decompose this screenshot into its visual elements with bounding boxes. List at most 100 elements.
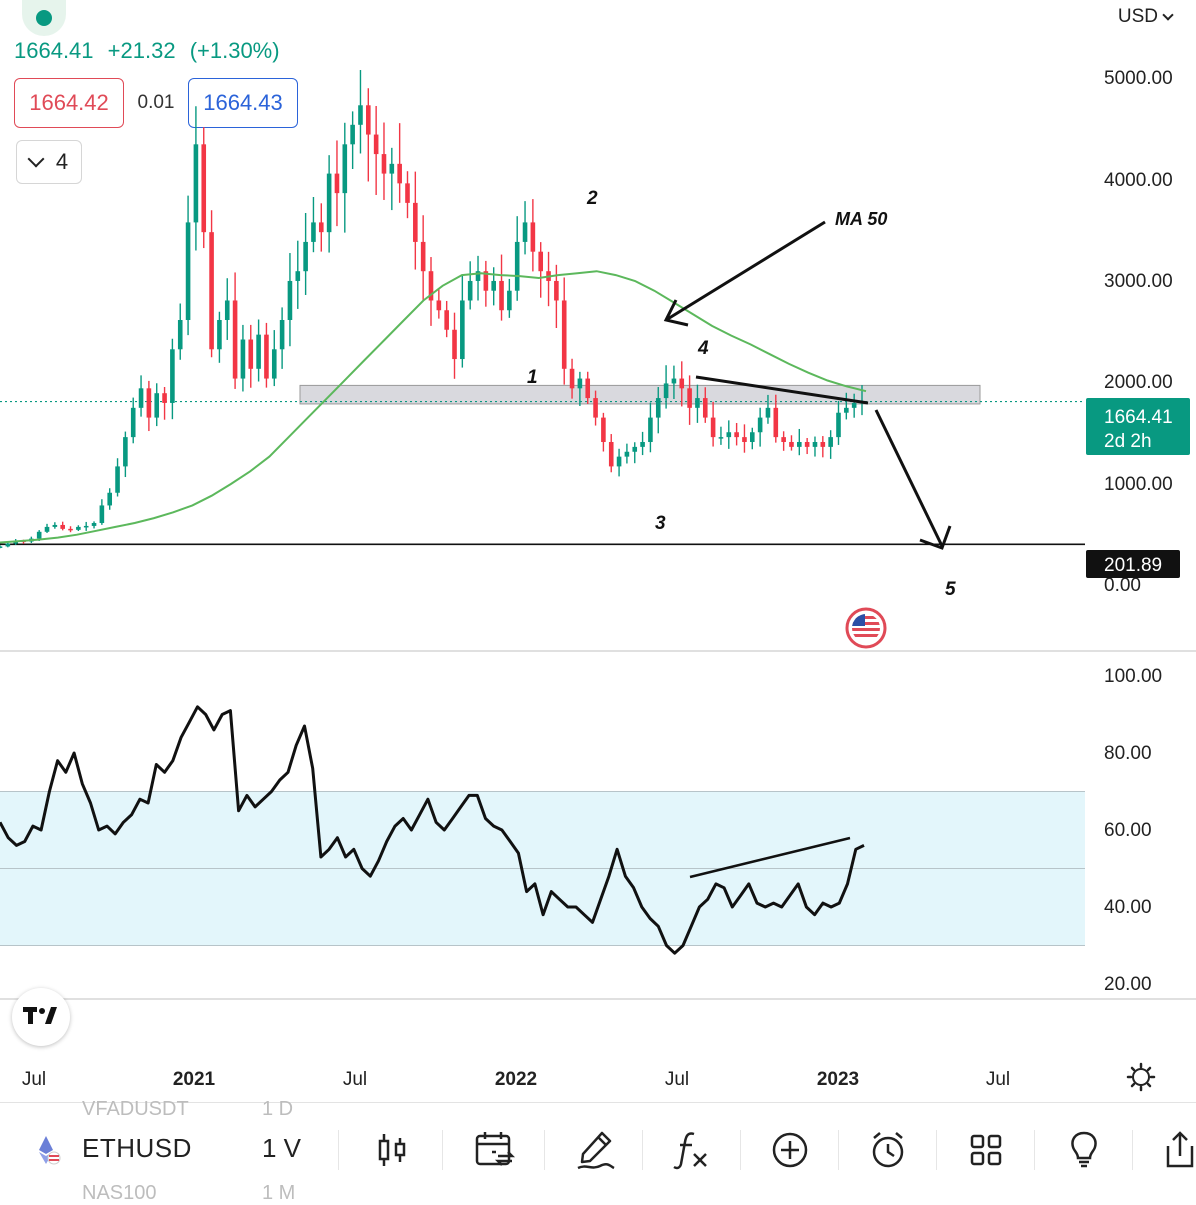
candle-body xyxy=(76,526,81,530)
candle-body xyxy=(491,280,496,291)
candle-body xyxy=(522,222,528,242)
ethereum-icon xyxy=(39,1136,61,1165)
candle-body xyxy=(734,432,739,438)
rsi-tick: 80.00 xyxy=(1104,743,1152,764)
candle-body xyxy=(193,144,199,223)
candle-body xyxy=(444,310,449,330)
candle-body xyxy=(287,280,293,320)
candle-body xyxy=(797,442,802,447)
candle-body xyxy=(851,402,857,408)
candle-body xyxy=(303,241,308,272)
us-flag-icon[interactable] xyxy=(845,607,887,649)
wave-label-2: 2 xyxy=(586,188,598,209)
trendline-resistance[interactable] xyxy=(695,375,869,405)
candle-body xyxy=(687,388,692,408)
share-icon[interactable] xyxy=(1152,1128,1196,1172)
buy-button[interactable]: 1664.43 xyxy=(188,78,298,128)
interval-selector[interactable]: 1 V xyxy=(262,1133,302,1163)
horizontal-line-value: 201.89 xyxy=(1104,555,1162,576)
candle-body xyxy=(68,528,73,531)
candle-body xyxy=(83,525,89,528)
ghost-interval-below: 1 M xyxy=(262,1182,296,1204)
toolbar-divider xyxy=(740,1130,741,1170)
candle-body xyxy=(0,546,3,548)
candle-body xyxy=(60,524,65,529)
tradingview-logo[interactable] xyxy=(12,988,70,1046)
candle-body xyxy=(271,349,277,379)
candle-body xyxy=(311,222,316,242)
candle-body xyxy=(5,543,11,547)
resistance-zone[interactable] xyxy=(299,384,981,405)
ghost-symbol-below: NAS100 xyxy=(82,1182,157,1204)
indicators-toggle[interactable]: 4 xyxy=(16,140,82,184)
alert-icon[interactable] xyxy=(866,1128,910,1172)
last-price-badge xyxy=(1086,398,1190,455)
candle-body xyxy=(648,417,653,442)
time-tick: 2023 xyxy=(817,1069,859,1090)
indicator-count: 4 xyxy=(55,149,69,174)
candle-body xyxy=(749,432,755,442)
rsi-axis[interactable]: 100.00 80.00 60.00 40.00 20.00 xyxy=(1104,666,1162,995)
candle-body xyxy=(812,442,818,447)
gear-icon[interactable] xyxy=(1126,1062,1156,1092)
time-axis[interactable]: Jul 2021 Jul 2022 Jul 2023 Jul xyxy=(22,1069,1010,1090)
ideas-icon[interactable] xyxy=(1062,1128,1106,1172)
candle-body xyxy=(413,202,418,242)
toolbar-divider xyxy=(544,1130,545,1170)
time-tick: 2021 xyxy=(173,1069,216,1090)
currency-selector[interactable]: USD xyxy=(1117,6,1174,28)
chart-canvas[interactable]: MA 50 1 2 3 4 5 5000.00 4000.00 3000.00 … xyxy=(0,0,1196,1100)
market-open-dot xyxy=(36,10,52,26)
candle-body xyxy=(577,378,583,389)
candle-body xyxy=(185,222,191,320)
market-status[interactable] xyxy=(22,0,66,36)
currency-label: USD xyxy=(1117,6,1158,27)
candle-body xyxy=(608,442,614,467)
candle-body xyxy=(836,412,841,438)
candle-body xyxy=(475,271,481,281)
sell-button[interactable]: 1664.42 xyxy=(14,78,124,128)
price-tick: 0.00 xyxy=(1104,575,1141,596)
candle-body xyxy=(828,437,833,447)
candle-body xyxy=(240,339,246,379)
wave-label-4: 4 xyxy=(697,338,709,359)
candle-body xyxy=(373,134,379,155)
candle-body xyxy=(679,378,685,389)
candle-body xyxy=(601,417,606,442)
candle-body xyxy=(162,393,167,403)
time-tick: Jul xyxy=(22,1069,46,1090)
spread-value: 0.01 xyxy=(137,92,175,113)
candle-body xyxy=(334,173,340,194)
candle-body xyxy=(154,393,160,418)
add-icon[interactable] xyxy=(768,1128,812,1172)
toolbar-divider xyxy=(838,1130,839,1170)
candle-body xyxy=(91,523,97,526)
rsi-tick: 40.00 xyxy=(1104,897,1152,918)
time-tick: Jul xyxy=(665,1069,689,1090)
forecast-arrow-line[interactable] xyxy=(874,409,944,547)
rsi-tick: 100.00 xyxy=(1104,666,1162,687)
candle-body xyxy=(107,492,113,506)
compare-icon[interactable] xyxy=(472,1128,516,1172)
candle-body xyxy=(130,407,136,438)
wave-label-1: 1 xyxy=(527,367,538,388)
toolbar-divider xyxy=(1132,1130,1133,1170)
candle-body xyxy=(460,300,465,360)
wave-label-5: 5 xyxy=(945,579,956,600)
price-tick: 1000.00 xyxy=(1104,474,1173,495)
toolbar-divider xyxy=(442,1130,443,1170)
price-axis[interactable]: 5000.00 4000.00 3000.00 2000.00 1000.00 … xyxy=(1104,68,1173,596)
price-tick: 2000.00 xyxy=(1104,372,1173,393)
trendline-rsi[interactable] xyxy=(689,836,851,879)
time-tick: 2022 xyxy=(495,1069,537,1090)
candles-icon[interactable] xyxy=(370,1128,414,1172)
symbol-selector[interactable]: ETHUSD xyxy=(82,1133,192,1163)
ma-arrow-line[interactable] xyxy=(665,220,826,322)
candles-layer xyxy=(0,70,865,549)
candle-body xyxy=(44,526,50,532)
indicators-icon[interactable] xyxy=(670,1128,714,1172)
candle-body xyxy=(248,339,254,369)
candle-body xyxy=(420,241,426,272)
drawing-icon[interactable] xyxy=(574,1128,618,1172)
layout-icon[interactable] xyxy=(964,1128,1008,1172)
